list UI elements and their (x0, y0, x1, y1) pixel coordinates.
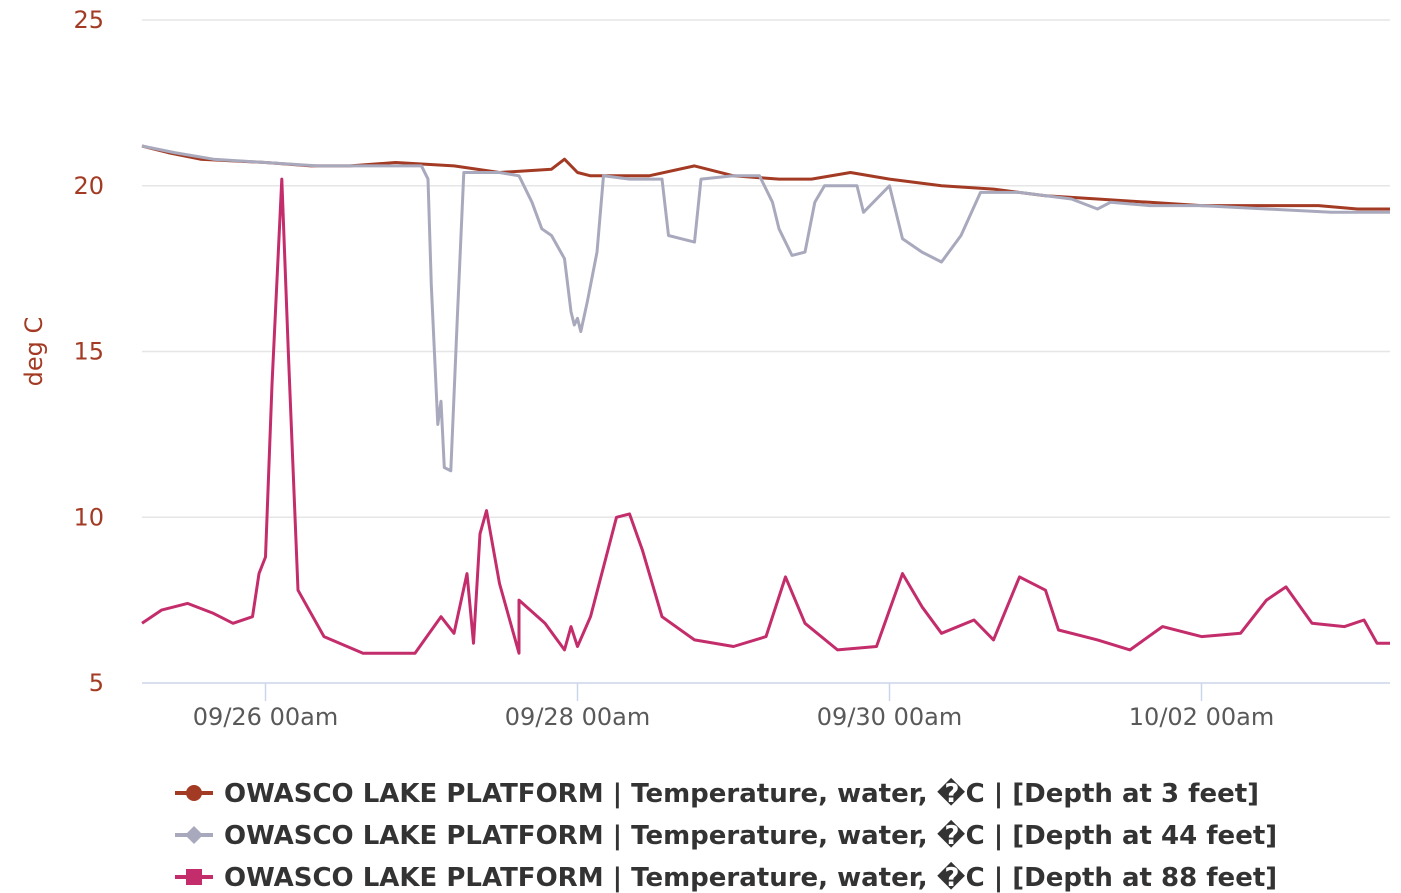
x-tick-label: 09/28 00am (505, 703, 650, 731)
y-tick-label: 20 (73, 172, 104, 200)
y-tick-label: 5 (89, 669, 104, 697)
legend-label: OWASCO LAKE PLATFORM | Temperature, wate… (224, 820, 1277, 851)
legend-marker-square (186, 869, 202, 885)
x-axis: 09/26 00am 09/28 00am 09/30 00am 10/02 00am (142, 682, 1390, 731)
y-tick-label: 10 (73, 503, 104, 531)
y-tick-label: 25 (73, 6, 104, 34)
x-tick-label: 09/26 00am (193, 703, 338, 731)
series-line-1[interactable] (141, 144, 1390, 211)
series-line-3[interactable] (141, 177, 1390, 655)
y-tick-label: 15 (73, 338, 104, 366)
legend-item[interactable]: OWASCO LAKE PLATFORM | Temperature, wate… (175, 820, 1277, 851)
legend-marker-diamond (185, 826, 203, 844)
legend-label: OWASCO LAKE PLATFORM | Temperature, wate… (224, 778, 1259, 809)
series-line-2[interactable] (141, 144, 1390, 473)
legend-marker-circle (186, 785, 202, 801)
grid (142, 19, 1390, 518)
legend-item[interactable]: OWASCO LAKE PLATFORM | Temperature, wate… (175, 778, 1259, 809)
legend-label: OWASCO LAKE PLATFORM | Temperature, wate… (224, 862, 1277, 893)
legend-item[interactable]: OWASCO LAKE PLATFORM | Temperature, wate… (175, 862, 1277, 893)
legend: OWASCO LAKE PLATFORM | Temperature, wate… (175, 778, 1277, 893)
x-tick-label: 09/30 00am (817, 703, 962, 731)
y-axis: 5 10 15 20 25 (73, 6, 104, 697)
x-tick-label: 10/02 00am (1129, 703, 1274, 731)
series (141, 144, 1390, 655)
y-axis-title: deg C (20, 317, 48, 387)
